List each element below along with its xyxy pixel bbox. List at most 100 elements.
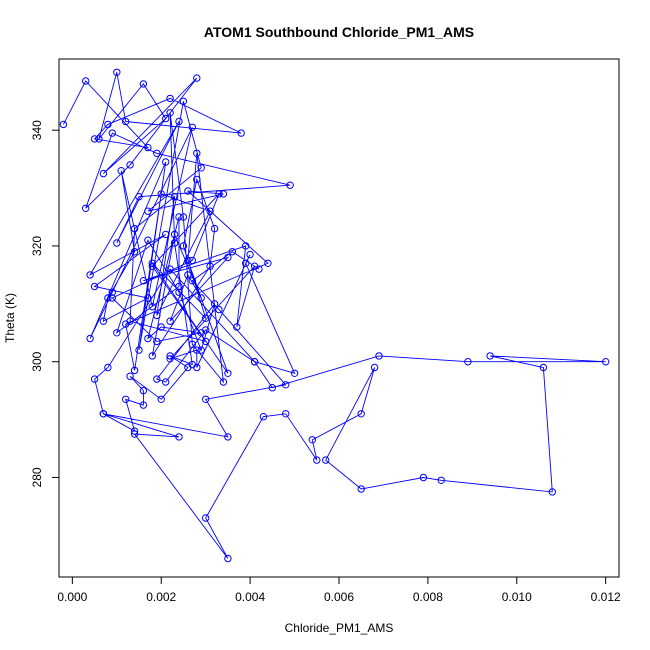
data-point [188, 277, 197, 285]
data-point [144, 207, 152, 215]
data-point [135, 346, 143, 354]
series-line [62, 72, 606, 559]
x-tick-label: 0.002 [146, 590, 176, 604]
data-point [170, 193, 179, 201]
data-point [268, 384, 276, 392]
data-point [59, 120, 68, 129]
data-point [139, 80, 148, 88]
y-axis-label: Theta (K) [3, 293, 17, 343]
data-point [170, 239, 179, 247]
data-point [242, 259, 250, 267]
data-point [104, 120, 112, 129]
data-point [184, 256, 192, 265]
data-point [202, 314, 210, 322]
data-point [188, 340, 197, 348]
data-point [113, 239, 121, 247]
data-point [126, 317, 134, 325]
data-point [224, 554, 232, 563]
x-tick-label: 0.000 [57, 590, 87, 604]
data-point [130, 248, 139, 256]
data-point [224, 253, 232, 262]
data-point [170, 230, 179, 239]
data-point [166, 265, 174, 273]
data-point [259, 413, 268, 421]
data-point [308, 436, 316, 444]
data-point [210, 224, 219, 233]
data-point [157, 190, 165, 198]
data-point [233, 323, 241, 331]
data-point [175, 117, 183, 126]
data-point [202, 337, 210, 346]
data-point [197, 164, 205, 172]
data-point [108, 294, 117, 302]
data-point [202, 326, 210, 334]
data-point [179, 213, 188, 221]
data-point [179, 97, 188, 106]
x-tick-label: 0.012 [591, 590, 621, 604]
data-point [117, 167, 125, 175]
data-point [139, 277, 148, 285]
data-point [166, 317, 174, 325]
data-point [193, 149, 201, 158]
data-point [264, 259, 272, 267]
data-point [202, 395, 210, 403]
data-point [419, 473, 428, 482]
data-point [250, 358, 259, 366]
data-point [602, 358, 610, 366]
data-point [130, 366, 139, 375]
data-point [153, 149, 161, 158]
data-point [228, 248, 237, 256]
data-point [357, 485, 365, 493]
y-tick-label: 280 [30, 467, 44, 487]
data-point [166, 355, 174, 363]
data-point [437, 476, 445, 484]
data-point [184, 271, 192, 279]
data-point [357, 410, 365, 418]
data-point [95, 135, 103, 143]
data-point [139, 386, 148, 395]
data-point [122, 117, 130, 126]
data-point [99, 410, 108, 418]
data-point [197, 346, 205, 354]
y-tick-label: 300 [30, 351, 44, 371]
data-point [86, 334, 94, 343]
data-point [130, 224, 139, 233]
data-point [193, 74, 201, 82]
data-point [113, 329, 121, 337]
data-point [90, 135, 99, 143]
series-group [59, 68, 610, 563]
data-point [246, 250, 254, 259]
data-point [188, 123, 197, 132]
data-point [99, 169, 108, 178]
data-point [179, 242, 188, 250]
data-point [148, 303, 157, 311]
plot-frame [58, 58, 620, 578]
chart-title: ATOM1 Southbound Chloride_PM1_AMS [204, 24, 474, 40]
y-tick-label: 320 [30, 236, 44, 256]
data-point [175, 213, 183, 221]
data-point [539, 363, 548, 372]
data-point [210, 300, 219, 308]
data-point [215, 190, 223, 198]
data-point [548, 488, 556, 496]
data-point [193, 346, 201, 354]
data-point [202, 514, 210, 522]
data-point [166, 352, 174, 360]
data-point [175, 433, 183, 441]
data-point [153, 375, 161, 383]
data-point [148, 352, 157, 360]
data-point [193, 175, 201, 184]
data-point [255, 265, 263, 273]
data-point [157, 323, 165, 331]
data-point [322, 456, 330, 464]
data-point [486, 352, 494, 360]
x-tick-label: 0.004 [235, 590, 265, 604]
x-tick-label: 0.006 [324, 590, 354, 604]
y-tick-label: 340 [30, 120, 44, 140]
data-point [175, 282, 183, 291]
data-point [206, 207, 214, 215]
data-point [313, 456, 321, 464]
data-point [162, 230, 170, 239]
x-axis-label: Chloride_PM1_AMS [285, 621, 394, 635]
